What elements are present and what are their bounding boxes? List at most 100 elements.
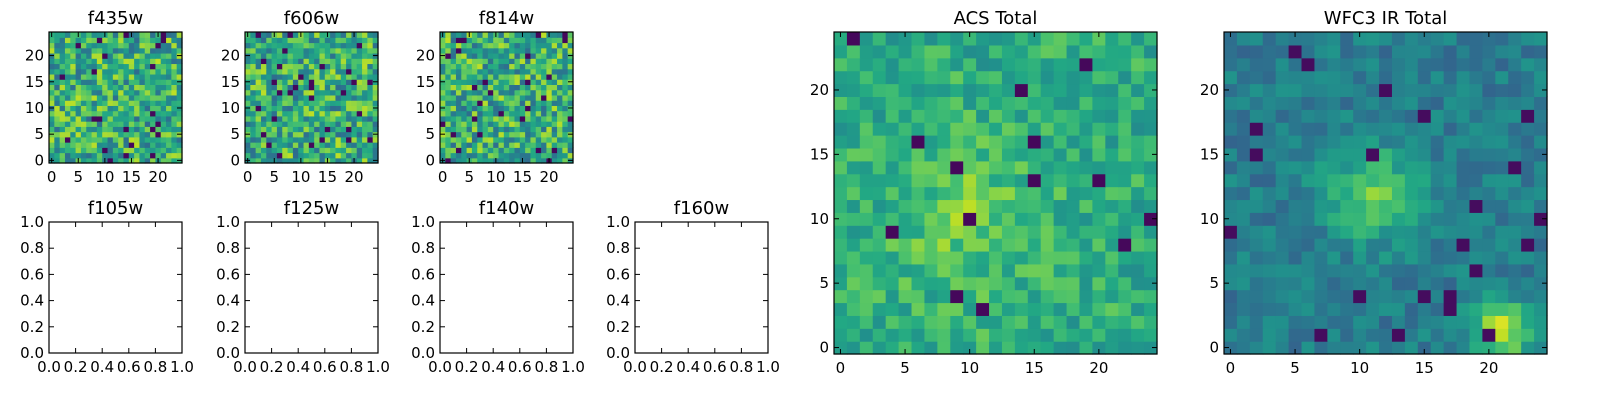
heatmap-cell [314, 157, 321, 164]
heatmap-cell [1027, 328, 1042, 342]
heatmap-cell [1469, 250, 1483, 265]
heatmap-cell [450, 152, 457, 159]
heatmap-cell [1508, 32, 1522, 46]
heatmap-cell [924, 57, 938, 72]
heatmap-cell [134, 52, 141, 59]
heatmap-cell [445, 147, 452, 154]
heatmap-cell [551, 131, 558, 138]
heatmap-cell [1417, 109, 1432, 123]
heatmap-cell [96, 110, 103, 117]
heatmap-cell [461, 79, 468, 85]
heatmap-cell [292, 79, 299, 85]
heatmap-cell [989, 212, 1003, 226]
heatmap-cell [976, 276, 990, 291]
heatmap-cell [551, 47, 558, 54]
heatmap-cell [1092, 122, 1106, 136]
heatmap-cell [834, 328, 848, 342]
heatmap-cell [340, 126, 347, 133]
heatmap-cell [176, 63, 183, 70]
heatmap-cell [937, 160, 951, 175]
heatmap-cell [562, 105, 569, 112]
heatmap-cell [525, 131, 532, 138]
heatmap-cell [455, 42, 462, 49]
heatmap-cell [1249, 96, 1264, 110]
heatmap-cell [150, 157, 156, 164]
heatmap-cell [330, 126, 337, 133]
heatmap-cell [530, 68, 537, 75]
heatmap-cell [541, 126, 547, 133]
heatmap-cell [514, 121, 521, 127]
heatmap-cell [477, 115, 484, 122]
heatmap-cell [937, 147, 951, 162]
heatmap-cell [75, 79, 82, 85]
heatmap-cell [1366, 135, 1380, 149]
heatmap-cell [112, 32, 119, 38]
heatmap-cell [1131, 96, 1145, 110]
heatmap-cell [1340, 57, 1354, 72]
heatmap-cell [324, 126, 331, 133]
heatmap-cell [1327, 96, 1341, 110]
heatmap-cell [1366, 263, 1380, 278]
heatmap-cell [1144, 32, 1158, 46]
heatmap-cell [530, 79, 537, 85]
heatmap-cell [367, 110, 374, 117]
heatmap-cell [356, 147, 363, 154]
heatmap-cell [1053, 57, 1068, 72]
heatmap-cell [487, 100, 494, 106]
heatmap-cell [123, 131, 130, 138]
heatmap-cell [1430, 276, 1445, 291]
heatmap-cell [139, 157, 146, 164]
heatmap-cell [1105, 70, 1119, 85]
heatmap-cell [859, 263, 874, 278]
heatmap-cell [91, 126, 98, 133]
heatmap-cell [335, 131, 342, 138]
heatmap-cell [1144, 135, 1158, 149]
heatmap-cell [367, 47, 374, 54]
heatmap-cell [171, 94, 178, 101]
heatmap-cell [487, 58, 494, 65]
heatmap-cell [911, 263, 926, 278]
heatmap-cell [859, 250, 874, 265]
heatmap-cell [1079, 96, 1093, 110]
heatmap-cell [1040, 276, 1055, 291]
heatmap-cell [440, 42, 446, 49]
heatmap-cell [250, 136, 257, 143]
heatmap-cell [91, 89, 98, 96]
heatmap-cell [155, 100, 162, 106]
heatmap-cell [271, 42, 278, 49]
heatmap-cell [1404, 109, 1419, 123]
heatmap-cell [303, 147, 310, 154]
heatmap-cell [123, 47, 130, 54]
heatmap-cell [557, 32, 563, 38]
heatmap-cell [963, 57, 977, 72]
heatmap-cell [911, 173, 926, 188]
heatmap-cell [1105, 315, 1119, 329]
heatmap-cell [1469, 276, 1483, 291]
heatmap-cell [166, 42, 172, 49]
heatmap-cell [346, 100, 352, 106]
heatmap-cell [1456, 199, 1471, 213]
heatmap-cell [96, 147, 103, 154]
heatmap-cell [49, 142, 55, 148]
heatmap-cell [1262, 83, 1277, 97]
heatmap-cell [346, 47, 352, 54]
heatmap-cell [123, 37, 130, 44]
heatmap-cell [450, 110, 457, 117]
heatmap-cell [1066, 341, 1081, 355]
heatmap-cell [1001, 328, 1016, 342]
heatmap-cell [1092, 328, 1106, 342]
heatmap-cell [872, 96, 887, 110]
heatmap-cell [976, 173, 990, 188]
heatmap-cell [96, 136, 103, 143]
heatmap-cell [1379, 83, 1393, 97]
heatmap-cell [989, 147, 1003, 162]
heatmap-cell [466, 115, 473, 122]
heatmap-cell [314, 147, 321, 154]
heatmap-cell [319, 110, 326, 117]
heatmap-cell [911, 276, 926, 291]
heatmap-cell [950, 147, 964, 162]
heatmap-cell [567, 115, 574, 122]
heatmap-cell [91, 32, 98, 38]
heatmap-cell [70, 73, 77, 80]
heatmap-cell [144, 32, 151, 38]
